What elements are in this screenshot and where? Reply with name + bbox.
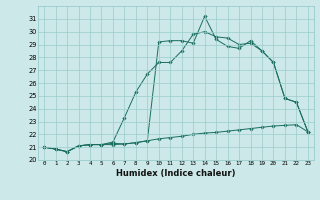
X-axis label: Humidex (Indice chaleur): Humidex (Indice chaleur) [116, 169, 236, 178]
